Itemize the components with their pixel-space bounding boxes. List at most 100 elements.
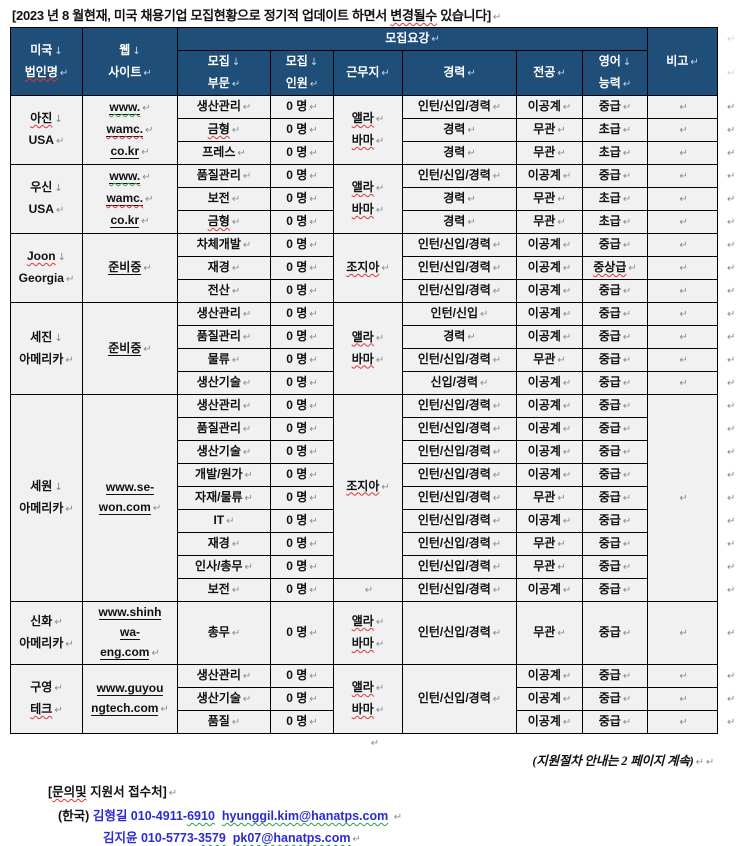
pilcrow-mark: ↵ <box>492 470 502 481</box>
email-link[interactable]: pk07@hanatps.com <box>232 831 351 845</box>
english-cell: 중급 ↵ <box>581 394 649 418</box>
pilcrow-mark: ↵ <box>142 172 151 183</box>
pilcrow-mark: ↵ <box>492 694 502 705</box>
website-cell[interactable]: www.guyou ngtech.com ↵ <box>82 664 178 734</box>
career-cell: 인턴/신입/경력 ↵ <box>402 417 517 441</box>
count-cell: 0 명 ↵ <box>270 417 334 441</box>
text-run: 근무지 <box>346 65 380 79</box>
count-cell: 0 명 ↵ <box>270 532 334 556</box>
text-run: 생산관리 <box>196 306 241 320</box>
major-cell: 무관 ↵ <box>516 348 583 372</box>
location-cell: 앨라 ↵ 바마 ↵ <box>333 601 403 665</box>
pilcrow-mark: ↵ <box>622 447 632 458</box>
note-cell: ↵ <box>647 371 719 395</box>
pilcrow-mark: ↵ <box>727 493 736 504</box>
pilcrow-mark: ↵ <box>309 309 318 320</box>
text-run: 구영 <box>30 680 53 694</box>
header-recruit-count: 모집 ↓ 인원 ↵ <box>270 50 334 96</box>
english-cell: 초급 ↵ <box>581 210 649 234</box>
pilcrow-mark: ↵ <box>242 332 252 343</box>
count-cell: 0 명 ↵ <box>270 578 334 602</box>
website-cell[interactable]: www.shinh wa-eng.com ↵ <box>82 601 178 665</box>
text-run: 0 명 <box>286 191 308 205</box>
text-run: 테크 <box>30 702 53 716</box>
count-cell: 0 명 ↵ <box>270 440 334 464</box>
row-end-mark: ↵ <box>717 417 738 441</box>
text-run: 인턴/신입/경력 <box>417 352 491 366</box>
pilcrow-mark: ↵ <box>622 585 632 596</box>
website-cell[interactable]: 준비중 ↵ <box>82 302 178 395</box>
english-cell: 중급 ↵ <box>581 486 649 510</box>
count-cell: 0 명 ↵ <box>270 555 334 579</box>
dept-cell: 물류 ↵ <box>177 348 271 372</box>
pilcrow-mark: ↵ <box>727 447 736 458</box>
text-run: 능력 <box>598 76 621 90</box>
row-end-mark: ↵ <box>717 50 738 96</box>
count-cell: 0 명 ↵ <box>270 141 334 165</box>
text-run: 바마 <box>351 202 374 216</box>
text-run: 6910 <box>187 809 215 823</box>
website-cell[interactable]: 준비중 ↵ <box>82 233 178 303</box>
pilcrow-mark: ↵ <box>231 286 241 297</box>
text-run: 이공계 <box>527 467 561 481</box>
header-major: 전공 ↵ <box>516 50 583 96</box>
pilcrow-mark: ↵ <box>727 286 736 297</box>
row-end-mark: ↵ <box>717 371 738 395</box>
pilcrow-mark: ↵ <box>557 148 566 159</box>
text-run: 이공계 <box>527 668 561 682</box>
text-run: 생산기술 <box>196 691 241 705</box>
pilcrow-mark: ↵ <box>242 102 252 113</box>
text-run: 인턴/신입/경력 <box>417 398 491 412</box>
email-link[interactable]: hyunggil.kim@hanatps.com <box>221 809 389 823</box>
pilcrow-mark: ↵ <box>242 694 252 705</box>
pilcrow-mark: ↵ <box>557 493 566 504</box>
pilcrow-mark: ↵ <box>492 102 502 113</box>
underlined-text-run: wa- <box>119 625 140 640</box>
location-cell: 앨라 ↵ 바마 ↵ <box>333 664 403 734</box>
dept-cell: 생산관리 ↵ <box>177 95 271 119</box>
website-cell[interactable]: www. ↵ wamc. ↵ co.kr ↵ <box>82 164 178 234</box>
text-run: 중급 <box>598 237 621 251</box>
english-cell: 초급 ↵ <box>581 141 649 165</box>
career-cell: 인턴/신입/경력 ↵ <box>402 394 517 418</box>
pilcrow-mark: ↵ <box>143 67 152 79</box>
text-run: 조지아 <box>346 260 380 274</box>
row-end-mark: ↵ <box>717 687 738 711</box>
text-run: 0 명 <box>286 329 308 343</box>
pilcrow-mark: ↵ <box>622 125 632 136</box>
website-cell[interactable]: www. ↵ wamc. ↵ co.kr ↵ <box>82 95 178 165</box>
count-cell: 0 명 ↵ <box>270 509 334 533</box>
count-cell: 0 명 ↵ <box>270 325 334 349</box>
text-run: 0 명 <box>286 122 308 136</box>
text-run: 0 명 <box>286 398 308 412</box>
pilcrow-mark: ↵ <box>622 516 632 527</box>
note-cell: ↵ <box>647 325 719 349</box>
dept-cell: 자재/물류 ↵ <box>177 486 271 510</box>
pilcrow-mark: ↵ <box>727 585 736 596</box>
pilcrow-mark: ↵ <box>562 401 572 412</box>
pilcrow-mark: ↵ <box>467 194 476 205</box>
row-end-mark: ↵ <box>717 440 738 464</box>
linebreak-mark: ↓ <box>231 57 241 68</box>
dept-cell: 차체개발 ↵ <box>177 233 271 257</box>
dept-cell: 전산 ↵ <box>177 279 271 303</box>
career-cell: 인턴/신입/경력 ↵ <box>402 578 517 602</box>
text-run: 중급 <box>598 444 621 458</box>
text-run: 초급 <box>598 145 621 159</box>
website-cell[interactable]: www.se-won.com ↵ <box>82 394 178 602</box>
pilcrow-mark: ↵ <box>244 562 253 573</box>
major-cell: 무관 ↵ <box>516 141 583 165</box>
text-run: 웹 <box>119 42 131 57</box>
pilcrow-mark: ↵ <box>562 717 572 728</box>
pilcrow-mark: ↵ <box>375 205 385 216</box>
pilcrow-mark: ↵ <box>309 470 318 481</box>
pilcrow-mark: ↵ <box>381 263 390 274</box>
text-run <box>226 831 233 845</box>
text-run: 0 명 <box>286 99 308 113</box>
text-run: 앨라 <box>351 111 374 125</box>
underlined-text-run: www.guyou <box>96 681 164 696</box>
text-run: 프레스 <box>202 145 236 159</box>
linebreak-mark: ↓ <box>309 57 319 68</box>
text-run: 세원 <box>30 479 53 493</box>
pilcrow-mark: ↵ <box>727 68 736 79</box>
